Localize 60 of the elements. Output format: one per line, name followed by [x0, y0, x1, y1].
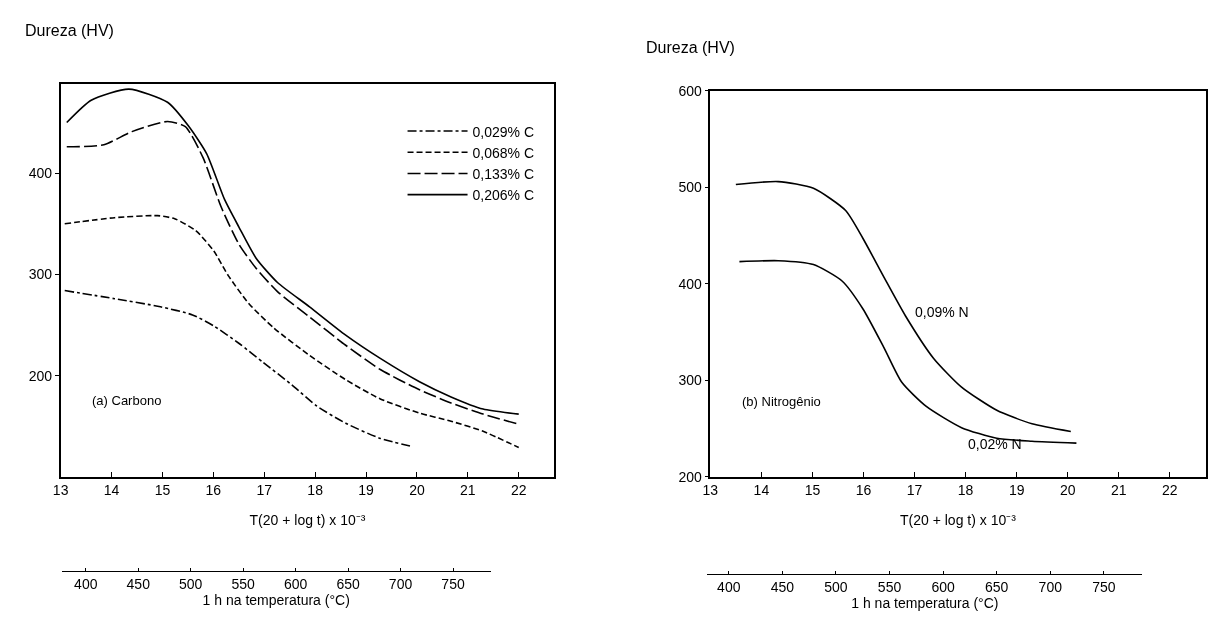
- x2-tick-label: 550: [231, 576, 256, 593]
- line-series: [735, 180, 1072, 433]
- series-label: 0,02% N: [968, 436, 1022, 452]
- legend-label: 0,206% C: [472, 187, 535, 204]
- x2-tick-label: 500: [824, 579, 848, 596]
- x2-axis-title: 1 h na temperatura (°C): [851, 595, 999, 612]
- y-tick-label: 300: [678, 372, 702, 389]
- x-tick-label: 17: [906, 482, 923, 499]
- y-tick-label: 500: [678, 179, 702, 196]
- x-axis-title: T(20 + log t) x 10⁻³: [900, 512, 1017, 529]
- x-tick-label: 17: [256, 482, 273, 499]
- annotation: (a) Carbono: [92, 393, 162, 408]
- x-tick-label: 21: [1111, 482, 1127, 499]
- x2-tick-label: 400: [717, 579, 741, 596]
- x2-tick-label: 650: [336, 576, 360, 593]
- annotation: (b) Nitrogênio: [742, 394, 821, 409]
- y-tick-label: 600: [678, 82, 702, 99]
- x-tick-label: 14: [753, 482, 770, 499]
- x2-tick-label: 450: [126, 576, 151, 593]
- x-tick-label: 22: [1162, 482, 1178, 499]
- x-tick-label: 16: [205, 482, 222, 499]
- x-tick-label: 15: [804, 482, 821, 499]
- x2-tick-label: 650: [985, 579, 1009, 596]
- x2-tick-label: 450: [770, 579, 795, 596]
- x-tick-label: 21: [460, 482, 476, 499]
- x2-tick-label: 550: [877, 579, 902, 596]
- x-tick-label: 20: [409, 482, 425, 499]
- y-tick-label: 400: [678, 275, 702, 292]
- x-tick-label: 20: [1059, 482, 1076, 499]
- y-axis-title: Dureza (HV): [25, 22, 114, 39]
- x-tick-label: 13: [702, 482, 719, 499]
- x-tick-label: 18: [307, 482, 324, 499]
- y-tick-label: 300: [28, 266, 53, 283]
- x2-tick-label: 600: [283, 576, 308, 593]
- line-series: [63, 214, 520, 449]
- series-label: 0,09% N: [915, 304, 969, 320]
- x2-tick-label: 600: [931, 579, 955, 596]
- x-axis-title: T(20 + log t) x 10⁻³: [249, 512, 366, 529]
- y-tick-label: 200: [678, 468, 702, 485]
- x-tick-label: 19: [1008, 482, 1025, 499]
- x-tick-label: 15: [154, 482, 171, 499]
- x-tick-label: 18: [957, 482, 974, 499]
- x-tick-label: 13: [52, 482, 69, 499]
- x2-axis-title: 1 h na temperatura (°C): [202, 592, 350, 609]
- x-tick-label: 19: [358, 482, 375, 499]
- y-tick-label: 200: [28, 367, 53, 384]
- y-axis-title: Dureza (HV): [646, 39, 735, 56]
- x2-tick-label: 750: [1092, 579, 1116, 596]
- legend-label: 0,068% C: [472, 144, 535, 161]
- legend-label: 0,133% C: [472, 165, 535, 182]
- x2-tick-label: 500: [179, 576, 203, 593]
- y-tick-label: 400: [28, 165, 53, 182]
- x-tick-label: 14: [103, 482, 120, 499]
- x2-tick-label: 700: [1038, 579, 1063, 596]
- x-tick-label: 16: [855, 482, 872, 499]
- legend-label: 0,029% C: [472, 123, 535, 140]
- x2-tick-label: 400: [74, 576, 98, 593]
- x2-tick-label: 700: [388, 576, 413, 593]
- x2-tick-label: 750: [441, 576, 465, 593]
- x-tick-label: 22: [510, 482, 527, 499]
